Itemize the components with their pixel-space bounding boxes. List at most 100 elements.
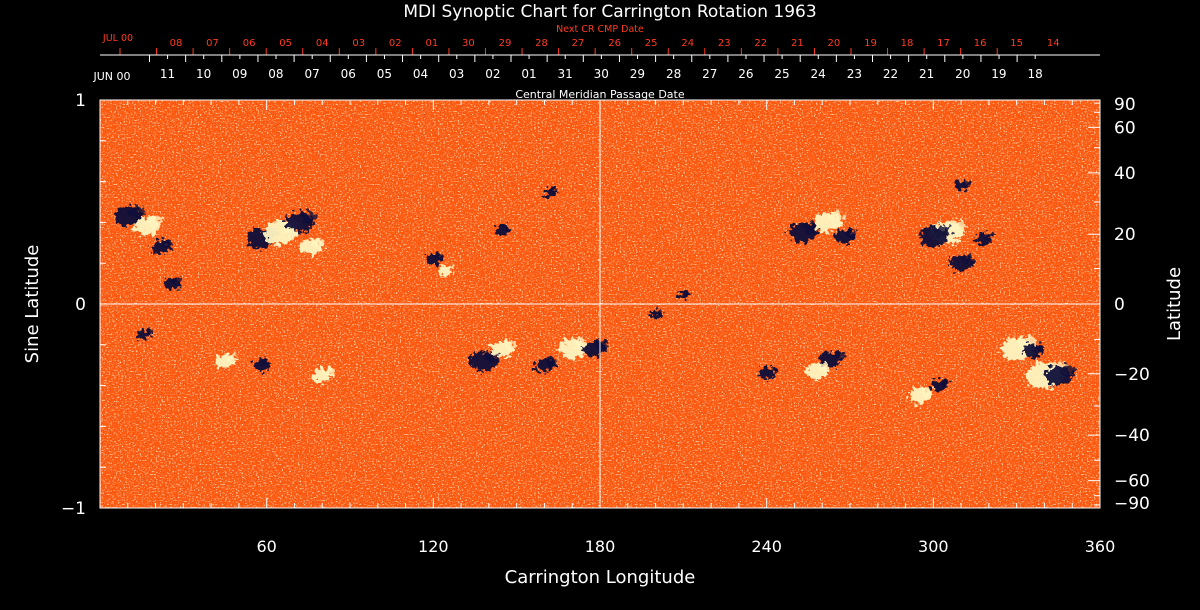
- next-cmp-day-label: 15: [1010, 38, 1023, 49]
- cmp-day-label: 28: [666, 67, 681, 81]
- x-tick-label: 120: [418, 537, 449, 556]
- next-cmp-day-label: 24: [681, 38, 694, 49]
- active-region-positive: [311, 238, 325, 248]
- next-cmp-day-label: 14: [1047, 38, 1060, 49]
- active-region-negative: [545, 357, 557, 366]
- next-cmp-day-label: 01: [425, 38, 438, 49]
- y-tick-label-right: 60: [1114, 118, 1136, 138]
- next-cmp-day-label: 26: [608, 38, 621, 49]
- y-axis-right: 90 60 40 20 0 −20 −40 −60−90: [1088, 95, 1150, 514]
- cmp-day-label: 23: [847, 67, 862, 81]
- cmp-day-label: 04: [413, 67, 428, 81]
- next-cmp-day-label: 25: [645, 38, 658, 49]
- next-cmp-day-label: 16: [974, 38, 987, 49]
- cmp-axis-label: Central Meridian Passage Date: [515, 88, 684, 101]
- next-cmp-day-label: 27: [572, 38, 585, 49]
- y-axis-left-label: Sine Latitude: [22, 245, 43, 364]
- next-cmp-day-label: 28: [535, 38, 548, 49]
- cmp-day-label: 05: [377, 67, 392, 81]
- next-cmp-day-label: 04: [316, 38, 329, 49]
- x-tick-label: 240: [751, 537, 782, 556]
- next-cmp-axis-label: Next CR CMP Date: [556, 24, 644, 35]
- active-region-negative: [1059, 364, 1076, 377]
- y-axis-right-label: Latitude: [1164, 267, 1185, 341]
- next-cmp-day-label: 06: [243, 38, 256, 49]
- cmp-day-label: 08: [268, 67, 283, 81]
- next-cmp-day-label: 21: [791, 38, 804, 49]
- next-cmp-day-label: 17: [937, 38, 950, 49]
- active-region-negative: [128, 205, 145, 218]
- x-tick-label: 360: [1085, 537, 1116, 556]
- cmp-day-label: 30: [594, 67, 609, 81]
- active-region-positive: [444, 265, 453, 272]
- cmp-day-label: 01: [521, 67, 536, 81]
- cmp-day-label: 06: [341, 67, 356, 81]
- active-region-negative: [144, 329, 153, 336]
- active-region-negative: [845, 228, 857, 238]
- y-tick-label-right: 0: [1114, 295, 1125, 315]
- cmp-day-label: 25: [774, 67, 789, 81]
- active-region-negative: [983, 232, 994, 240]
- active-region-negative: [550, 186, 559, 193]
- active-region-negative: [595, 340, 609, 350]
- next-cmp-day-label: 29: [499, 38, 512, 49]
- active-region-negative: [939, 379, 950, 387]
- active-region-negative: [961, 254, 975, 264]
- next-cmp-day-label: 08: [170, 38, 183, 49]
- active-region-negative: [172, 277, 183, 285]
- next-cmp-day-label: 07: [206, 38, 219, 49]
- cmp-day-label: 21: [919, 67, 934, 81]
- y-tick-label-right: −40: [1114, 426, 1150, 446]
- active-region-negative: [503, 225, 512, 232]
- y-tick-label-left: −1: [61, 499, 86, 519]
- cmp-day-label: 31: [558, 67, 573, 81]
- x-tick-label: 60: [256, 537, 276, 556]
- active-region-negative: [831, 350, 845, 360]
- active-region-negative: [301, 211, 317, 224]
- cmp-day-label: 02: [485, 67, 500, 81]
- active-region-positive: [322, 367, 335, 377]
- next-cmp-axis: 08 07 06 05 04 03 02 01 30 29 28 27 26 25 24 23 22 21 20 19…: [119, 38, 1060, 55]
- active-region-negative: [934, 225, 951, 238]
- active-region-positive: [817, 362, 831, 373]
- y-tick-label-right: 40: [1114, 164, 1136, 184]
- cmp-day-label: 11: [160, 67, 175, 81]
- next-cmp-day-label: 20: [828, 38, 841, 49]
- next-cmp-day-label: 18: [901, 38, 914, 49]
- next-cmp-day-label: 23: [718, 38, 731, 49]
- next-cmp-month-label: JUL 00: [102, 33, 133, 44]
- cmp-day-label: 09: [232, 67, 247, 81]
- active-region-positive: [948, 220, 966, 234]
- next-cmp-day-label: 30: [462, 38, 475, 49]
- active-region-negative: [161, 239, 174, 248]
- next-cmp-day-label: 03: [352, 38, 365, 49]
- cmp-day-label: 29: [630, 67, 645, 81]
- cmp-month-label: JUN 00: [92, 70, 130, 83]
- y-axis-left: 1 0 −1: [61, 91, 112, 519]
- active-region-positive: [225, 353, 237, 362]
- active-region-negative: [683, 289, 691, 295]
- cmp-day-label: 22: [883, 67, 898, 81]
- cmp-day-label: 20: [955, 67, 970, 81]
- active-region-positive: [503, 340, 517, 350]
- x-tick-label: 180: [585, 537, 616, 556]
- active-region-positive: [920, 387, 934, 397]
- y-tick-label-left: 0: [75, 295, 86, 315]
- cmp-day-label: 07: [304, 67, 319, 81]
- next-cmp-day-label: 05: [279, 38, 292, 49]
- y-tick-label-left: 1: [75, 91, 86, 111]
- next-cmp-day-label: 19: [864, 38, 877, 49]
- active-region-negative: [261, 358, 272, 366]
- active-region-negative: [961, 180, 970, 187]
- y-tick-label-right: 90: [1114, 95, 1136, 115]
- cmp-day-label: 26: [738, 67, 753, 81]
- cmp-day-label: 27: [702, 67, 717, 81]
- active-region-negative: [655, 309, 663, 315]
- cmp-day-label: 18: [1027, 67, 1042, 81]
- next-cmp-day-label: 22: [754, 38, 767, 49]
- active-region-negative: [1034, 343, 1046, 352]
- cmp-axis: 11 10 09 08 07 06 05 04 03 02 01 31 30 29 28 27 26 25 24 23…: [100, 54, 1100, 81]
- y-tick-label-right: 20: [1114, 225, 1136, 245]
- next-cmp-day-label: 02: [389, 38, 402, 49]
